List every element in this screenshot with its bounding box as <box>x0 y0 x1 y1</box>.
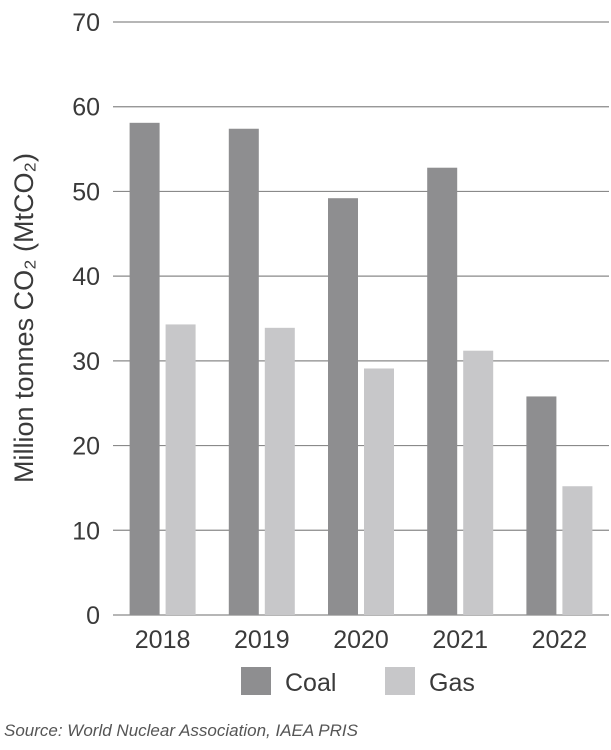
bar-coal-2018 <box>129 122 160 615</box>
x-tick-labels: 2018 2019 2020 2021 2022 <box>135 626 587 654</box>
legend-swatch-gas <box>385 667 415 695</box>
bar-gas-2018 <box>165 324 196 615</box>
gridlines <box>113 21 609 616</box>
x-tick-label: 2020 <box>333 626 389 654</box>
bar-coal-2021 <box>427 167 458 616</box>
chart: 0 10 20 30 40 50 60 70 2018 2019 2020 2021 2022 Mil… <box>9 9 609 697</box>
y-tick-label: 50 <box>72 178 100 206</box>
bars <box>129 122 593 616</box>
y-tick-label: 20 <box>72 433 100 461</box>
bar-coal-2019 <box>228 128 259 616</box>
bar-gas-2021 <box>463 350 494 615</box>
y-tick-label: 30 <box>72 348 100 376</box>
legend-label-gas: Gas <box>429 669 475 697</box>
y-tick-label: 70 <box>72 9 100 37</box>
y-tick-label: 40 <box>72 263 100 291</box>
legend-label-coal: Coal <box>285 669 336 697</box>
source-note: Source: World Nuclear Association, IAEA … <box>4 721 358 740</box>
legend-swatch-coal <box>241 667 271 695</box>
bar-coal-2020 <box>328 198 358 615</box>
legend: Coal Gas <box>241 667 475 697</box>
x-tick-label: 2019 <box>234 626 290 654</box>
x-tick-label: 2022 <box>532 626 588 654</box>
y-axis-label: Million tonnes CO₂ (MtCO₂) <box>9 153 39 483</box>
bar-coal-2022 <box>526 396 557 615</box>
y-tick-label: 0 <box>86 602 100 630</box>
y-tick-label: 10 <box>72 517 100 545</box>
y-tick-label: 60 <box>72 94 100 122</box>
x-tick-label: 2018 <box>135 626 191 654</box>
x-tick-label: 2021 <box>432 626 488 654</box>
y-tick-labels: 0 10 20 30 40 50 60 70 <box>72 9 100 630</box>
bar-gas-2022 <box>562 486 593 615</box>
bar-gas-2019 <box>264 327 295 615</box>
bar-gas-2020 <box>364 368 394 615</box>
